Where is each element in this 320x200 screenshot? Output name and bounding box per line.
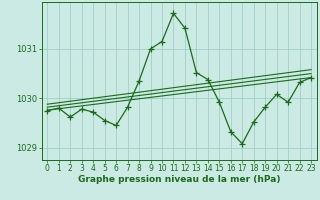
X-axis label: Graphe pression niveau de la mer (hPa): Graphe pression niveau de la mer (hPa) <box>78 175 280 184</box>
